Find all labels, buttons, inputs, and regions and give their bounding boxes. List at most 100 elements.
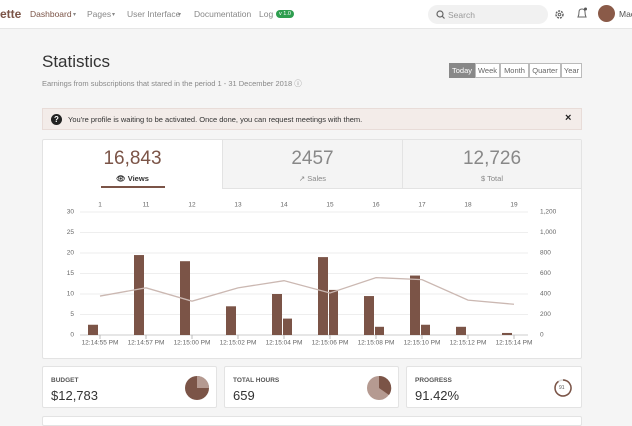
settings-icon[interactable] <box>554 9 565 20</box>
x-tick-label: 12:15:02 PM <box>220 340 257 347</box>
tab-value: 16,843 <box>103 148 162 169</box>
y2-tick-label: 800 <box>540 250 551 257</box>
tab-label: 👁 Views <box>116 174 149 183</box>
tab-label: ↗ Sales <box>298 174 327 183</box>
bar <box>364 296 374 335</box>
top-tick-label: 12 <box>188 202 196 209</box>
bar <box>226 306 236 335</box>
tab-value: 12,726 <box>462 148 522 169</box>
caret: ▾ <box>112 12 116 18</box>
pie-icon <box>367 375 392 400</box>
nav-item[interactable]: Pages <box>87 9 112 19</box>
page-title: Statistics <box>42 52 111 71</box>
alert-close[interactable]: × <box>565 112 572 124</box>
bar <box>456 326 466 335</box>
x-tick-label: 12:15:04 PM <box>266 340 303 347</box>
period-button[interactable]: Today <box>449 63 475 78</box>
nav-item[interactable]: User Interface <box>127 9 181 19</box>
top-tick-label: 16 <box>372 202 380 209</box>
navbar: ette Dashboard ▾ Pages ▾ User Interface ▾ D… <box>0 0 632 29</box>
tab-indicator <box>101 186 165 188</box>
bar <box>318 257 328 335</box>
tab-label-text: Views <box>127 174 149 183</box>
y2-tick-label: 1,200 <box>540 209 557 216</box>
y-tick-label: 0 <box>70 332 74 339</box>
period-button[interactable]: Quarter <box>529 63 561 78</box>
period-button[interactable]: Week <box>475 63 500 78</box>
period-button[interactable]: Year <box>561 63 582 78</box>
nav-item[interactable]: Log <box>259 9 274 19</box>
avatar[interactable] <box>598 5 615 22</box>
stat-label: PROGRESS <box>415 377 452 384</box>
stat-label: BUDGET <box>51 377 79 384</box>
top-tick-label: 1 <box>98 202 102 209</box>
bar <box>272 294 282 335</box>
period-selector: Today Week Month Quarter Year <box>449 63 582 78</box>
subtitle-text: Earnings from subscriptions that stared … <box>42 79 293 88</box>
x-tick-label: 12:15:00 PM <box>174 340 211 347</box>
brand[interactable]: ette <box>0 7 22 21</box>
top-tick-label: 11 <box>143 202 150 209</box>
x-tick-label: 12:15:06 PM <box>312 340 349 347</box>
tab[interactable]: 16,843 👁 Views <box>43 140 223 189</box>
bar <box>410 275 420 335</box>
top-tick-label: 19 <box>510 202 518 209</box>
progress-badge: 91 <box>559 385 565 391</box>
alert-text: You're profile is waiting to be activate… <box>68 115 363 124</box>
caret: ▾ <box>178 12 182 18</box>
y2-tick-label: 1,000 <box>540 229 557 236</box>
svg-text:?: ? <box>54 115 59 124</box>
subtitle: Earnings from subscriptions that stared … <box>42 79 302 88</box>
x-tick-label: 12:15:14 PM <box>496 340 533 347</box>
stat-card: PROGRESS 91.42% 91 <box>406 366 582 408</box>
y-tick-label: 30 <box>67 209 75 216</box>
tab[interactable]: 2457 ↗ Sales <box>223 140 403 189</box>
progress-ring <box>554 379 572 397</box>
top-tick-label: 17 <box>418 202 426 209</box>
bar <box>502 332 512 335</box>
stat-value: $12,783 <box>51 388 98 403</box>
alert-icon: ? <box>51 114 62 125</box>
bar <box>375 326 384 335</box>
stat-value: 91.42% <box>415 388 460 403</box>
tab-value: 2457 <box>291 148 334 169</box>
stat-card: TOTAL HOURS 659 <box>224 366 399 408</box>
stat-value: 659 <box>233 388 255 403</box>
caret: ▾ <box>73 12 77 18</box>
tab-label-text: Sales <box>307 174 327 183</box>
nav-item[interactable]: Documentation <box>194 9 252 19</box>
y-tick-label: 25 <box>67 229 75 236</box>
top-tick-label: 18 <box>464 202 472 209</box>
x-tick-label: 12:14:57 PM <box>128 340 165 347</box>
tab-label-text: Total <box>487 174 503 183</box>
y-tick-label: 10 <box>67 291 75 298</box>
search-icon <box>436 10 445 19</box>
y2-tick-label: 400 <box>540 291 551 298</box>
nav-item[interactable]: Dashboard <box>30 9 72 19</box>
period-button[interactable]: Month <box>500 63 529 78</box>
x-tick-label: 12:15:08 PM <box>358 340 395 347</box>
alert: ? You're profile is waiting to be activa… <box>42 108 582 130</box>
stat-card: BUDGET $12,783 <box>42 366 217 408</box>
search-placeholder: Search <box>448 10 475 20</box>
tab-label: $ Total <box>481 174 503 183</box>
chart-card: 16,843 👁 Views 2457 ↗ Sales 12,726 $ Tot… <box>42 139 582 359</box>
tab[interactable]: 12,726 $ Total <box>403 140 581 189</box>
bar <box>421 324 430 335</box>
y-tick-label: 5 <box>70 311 74 318</box>
y2-tick-label: 200 <box>540 311 551 318</box>
bell-icon[interactable] <box>576 7 588 20</box>
bar <box>180 261 190 335</box>
x-tick-label: 12:15:12 PM <box>450 340 487 347</box>
top-tick-label: 14 <box>280 202 288 209</box>
bar <box>88 324 98 335</box>
top-tick-label: 13 <box>234 202 242 209</box>
y2-tick-label: 0 <box>540 332 544 339</box>
search-box[interactable]: Search <box>428 5 548 24</box>
bar <box>329 289 338 335</box>
top-tick-label: 15 <box>326 202 334 209</box>
user-name[interactable]: Mac <box>619 9 632 19</box>
badge: v 1.0 <box>276 10 294 18</box>
